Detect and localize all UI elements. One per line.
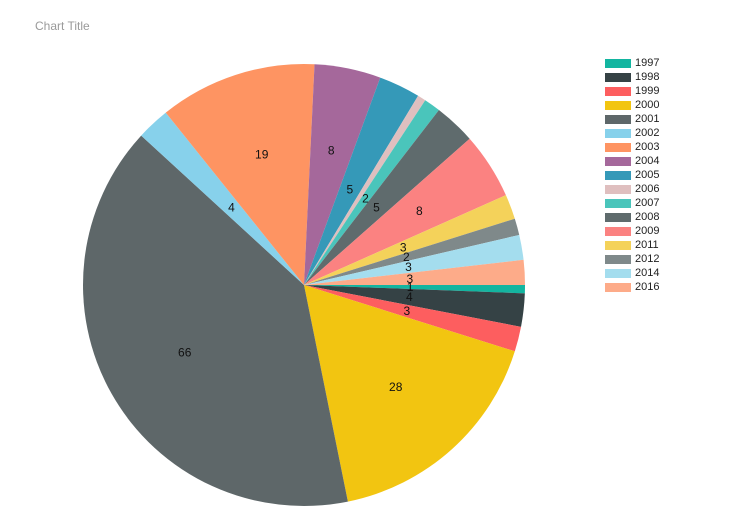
legend-item-2004[interactable]: 2004 [605,154,659,168]
legend-swatch [605,240,631,250]
pie-slice-2000[interactable] [304,285,515,502]
slice-label-1998: 4 [406,290,413,304]
pie-slice-1999[interactable] [304,285,522,352]
legend-item-2014[interactable]: 2014 [605,266,659,280]
pie-slice-2002[interactable] [141,112,304,285]
pie-slice-2008[interactable] [304,109,470,286]
legend-item-1999[interactable]: 1999 [605,84,659,98]
chart-title: Chart Title [35,19,90,33]
legend-swatch [605,86,631,96]
pie-slice-2006[interactable] [304,95,426,285]
legend-swatch [605,268,631,278]
legend-item-2008[interactable]: 2008 [605,210,659,224]
pie-slice-2016[interactable] [304,259,525,285]
slice-label-2012: 2 [403,250,410,264]
pie-slice-2012[interactable] [304,218,520,285]
legend-swatch [605,100,631,110]
slice-label-2005: 5 [347,182,354,196]
legend-item-2007[interactable]: 2007 [605,196,659,210]
legend-label: 1998 [635,71,660,83]
slice-label-2016: 3 [407,272,414,286]
legend-item-2006[interactable]: 2006 [605,182,659,196]
legend-swatch [605,128,631,138]
legend-swatch [605,254,631,264]
slice-label-2007: 2 [362,192,369,206]
slice-label-2008: 5 [373,201,380,215]
pie-slice-2014[interactable] [304,234,524,285]
legend-swatch [605,184,631,194]
pie-slice-2001[interactable] [83,135,348,507]
legend-label: 2005 [635,169,660,181]
slice-label-2014: 3 [405,260,412,274]
pie-slice-1998[interactable] [304,285,525,327]
slice-label-2001: 66 [178,345,192,359]
slice-label-2000: 28 [389,380,403,394]
pie-slice-1997[interactable] [304,285,525,294]
legend-swatch [605,156,631,166]
legend-label: 2009 [635,225,660,237]
legend-label: 2008 [635,211,660,223]
legend: 1997 1998 1999 2000 2001 2002 2003 2004 2005 2006… [605,56,659,294]
pie-slices [83,63,525,507]
legend-label: 2006 [635,183,660,195]
slice-label-2004: 8 [328,144,335,158]
legend-item-2003[interactable]: 2003 [605,140,659,154]
legend-item-1997[interactable]: 1997 [605,56,659,70]
legend-swatch [605,212,631,222]
slice-label-1999: 3 [403,304,410,318]
legend-item-2016[interactable]: 2016 [605,280,659,294]
legend-label: 2004 [635,155,660,167]
legend-swatch [605,114,631,124]
legend-item-2002[interactable]: 2002 [605,126,659,140]
legend-item-1998[interactable]: 1998 [605,70,659,84]
legend-swatch [605,58,631,68]
pie-slice-2004[interactable] [304,64,381,285]
legend-label: 2014 [635,267,660,279]
slice-label-1997: 1 [407,280,414,294]
pie-slice-2007[interactable] [304,100,439,285]
pie-slice-2011[interactable] [304,195,515,285]
legend-label: 2016 [635,281,660,293]
legend-item-2009[interactable]: 2009 [605,224,659,238]
slice-label-2011: 3 [400,241,407,255]
legend-label: 2000 [635,99,660,111]
pie-slice-2005[interactable] [304,77,419,285]
legend-swatch [605,72,631,82]
legend-label: 2011 [635,239,659,251]
legend-label: 1999 [635,85,660,97]
legend-label: 2002 [635,127,660,139]
slice-label-2009: 8 [416,204,423,218]
legend-item-2001[interactable]: 2001 [605,112,659,126]
legend-swatch [605,170,631,180]
legend-label: 2007 [635,197,660,209]
pie-slice-2003[interactable] [165,63,315,285]
legend-label: 2012 [635,253,660,265]
legend-item-2000[interactable]: 2000 [605,98,659,112]
legend-swatch [605,226,631,236]
slice-label-2002: 4 [228,201,235,215]
legend-item-2011[interactable]: 2011 [605,238,659,252]
legend-label: 1997 [635,57,660,69]
legend-swatch [605,142,631,152]
legend-item-2005[interactable]: 2005 [605,168,659,182]
legend-label: 2001 [635,113,660,125]
legend-swatch [605,282,631,292]
legend-swatch [605,198,631,208]
legend-label: 2003 [635,141,660,153]
pie-slice-2009[interactable] [304,138,506,285]
legend-item-2012[interactable]: 2012 [605,252,659,266]
slice-label-2003: 19 [255,148,269,162]
